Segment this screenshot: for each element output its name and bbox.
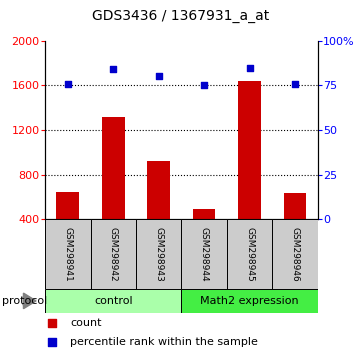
Bar bbox=[147, 161, 170, 219]
Point bbox=[156, 74, 162, 79]
Bar bbox=[238, 81, 261, 219]
Bar bbox=[45, 219, 91, 289]
Text: Math2 expression: Math2 expression bbox=[200, 296, 299, 306]
Bar bbox=[181, 219, 227, 289]
Bar bbox=[272, 219, 318, 289]
Bar bbox=[91, 219, 136, 289]
Bar bbox=[102, 117, 125, 219]
Text: GSM298945: GSM298945 bbox=[245, 227, 254, 281]
Text: GSM298942: GSM298942 bbox=[109, 227, 118, 281]
Bar bbox=[193, 210, 216, 219]
Bar bbox=[181, 289, 318, 313]
Polygon shape bbox=[23, 293, 36, 309]
Bar bbox=[284, 193, 306, 219]
Point bbox=[49, 339, 55, 345]
Point bbox=[65, 81, 71, 86]
Bar bbox=[56, 192, 79, 219]
Point bbox=[201, 82, 207, 88]
Bar bbox=[227, 219, 272, 289]
Bar bbox=[45, 289, 181, 313]
Text: count: count bbox=[70, 318, 102, 329]
Point bbox=[292, 81, 298, 86]
Text: GDS3436 / 1367931_a_at: GDS3436 / 1367931_a_at bbox=[92, 9, 269, 23]
Point bbox=[110, 67, 116, 72]
Text: GSM298943: GSM298943 bbox=[154, 227, 163, 281]
Text: percentile rank within the sample: percentile rank within the sample bbox=[70, 337, 258, 347]
Text: control: control bbox=[94, 296, 132, 306]
Text: protocol: protocol bbox=[2, 296, 47, 306]
Text: GSM298941: GSM298941 bbox=[63, 227, 72, 281]
Text: GSM298944: GSM298944 bbox=[200, 227, 209, 281]
Text: GSM298946: GSM298946 bbox=[291, 227, 300, 281]
Bar bbox=[136, 219, 181, 289]
Point bbox=[247, 65, 252, 70]
Point bbox=[49, 321, 55, 326]
